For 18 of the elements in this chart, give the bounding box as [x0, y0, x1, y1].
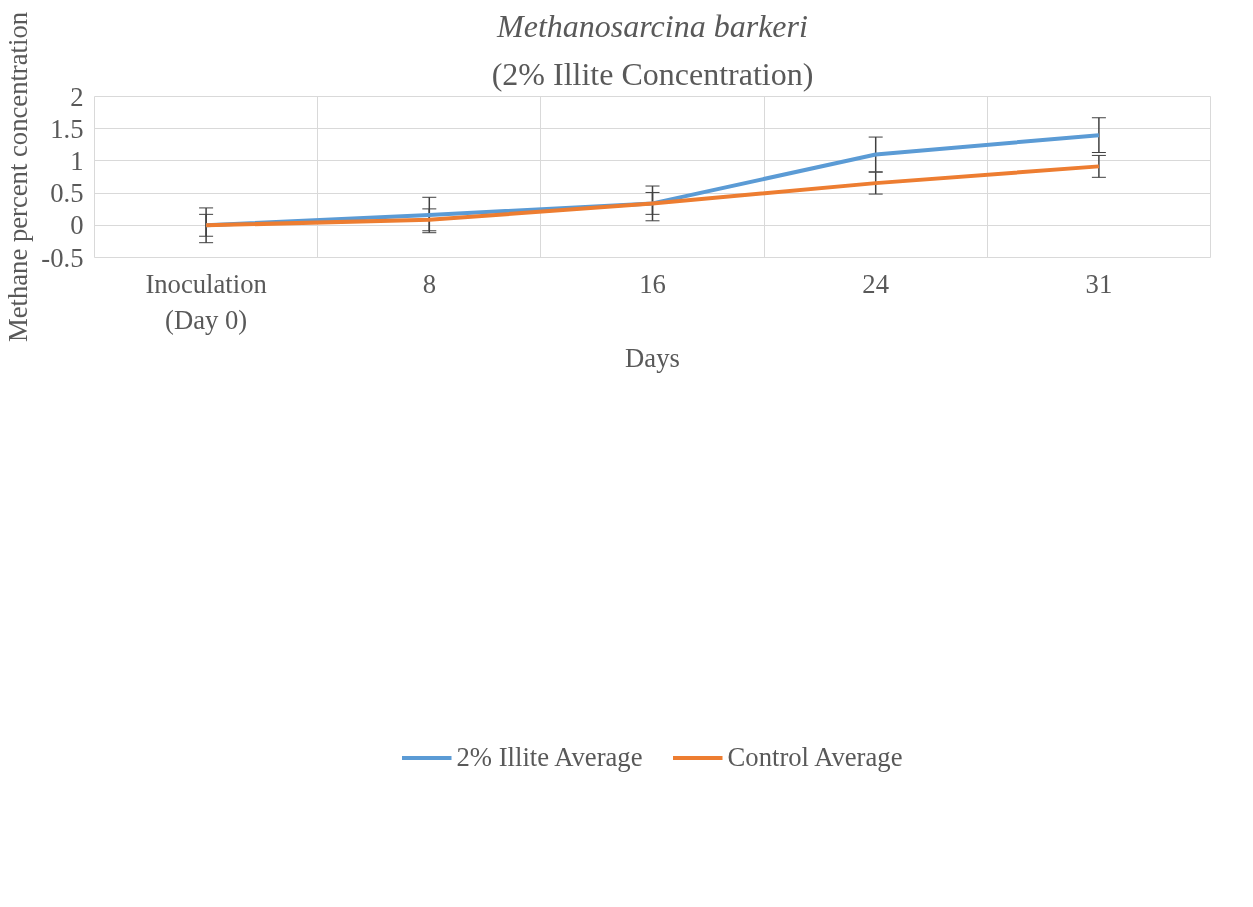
x-tick-label: 31 — [1085, 268, 1113, 299]
y-tick-label: 0 — [70, 210, 84, 241]
y-tick-label: 0.5 — [50, 178, 84, 209]
y-tick-label: 2 — [70, 81, 84, 112]
x-tick-label: 24 — [862, 268, 890, 299]
x-tick-label: Inoculation (Day 0) — [145, 268, 267, 335]
x-tick-label: 16 — [639, 268, 666, 299]
legend-label: Control Average — [727, 741, 903, 773]
x-axis-title: Days — [625, 342, 680, 373]
legend-label: 2% Illite Average — [456, 741, 643, 773]
y-tick-label: 1 — [70, 145, 84, 176]
chart-subtitle: (2% Illite Concentration) — [491, 55, 814, 92]
y-tick-label: -0.5 — [41, 242, 84, 273]
y-tick-label: 1.5 — [50, 113, 84, 144]
x-tick-label: 8 — [422, 268, 436, 299]
y-axis-title: Methane percent concentration — [3, 11, 34, 343]
line-series — [204, 164, 1101, 228]
chart-title: Methanosarcina barkeri — [496, 7, 808, 44]
